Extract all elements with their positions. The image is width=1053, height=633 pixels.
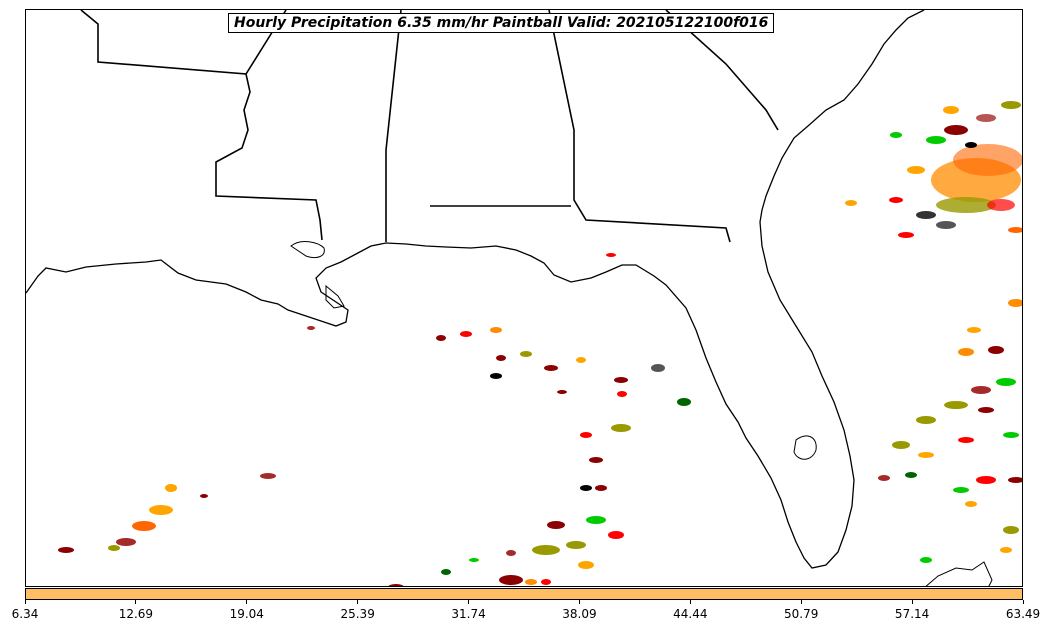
colorbar-tick-label: 6.34 (11, 607, 39, 621)
colorbar-tick-mark (689, 600, 691, 604)
colorbar-tick-mark (135, 600, 137, 604)
colorbar-tick-label: 25.39 (340, 607, 375, 621)
colorbar-tick-mark (24, 600, 26, 604)
gulf-coastline (26, 10, 925, 569)
colorbar-tick-label: 38.09 (562, 607, 597, 621)
colorbar-tick-label: 31.74 (451, 607, 486, 621)
colorbar-tick-mark (800, 600, 802, 604)
precipitation-paintballs (58, 101, 1022, 586)
colorbar-tick-mark (246, 600, 248, 604)
map-canvas (26, 10, 1022, 586)
state-borders (80, 10, 779, 243)
map-title: Hourly Precipitation 6.35 mm/hr Paintbal… (228, 13, 775, 33)
cuba-coast (925, 561, 993, 586)
colorbar-tick-label: 12.69 (118, 607, 154, 621)
mississippi-delta (290, 241, 345, 309)
colorbar-tick-mark (911, 600, 913, 604)
map-panel (25, 9, 1023, 587)
colorbar-tick-mark (357, 600, 359, 604)
lake-okeechobee (793, 435, 817, 460)
colorbar-tick-mark (578, 600, 580, 604)
colorbar-ticks: 6.34 12.69 19.04 25.39 31.74 38.09 44.44 50.79 5… (0, 600, 1053, 633)
colorbar-tick-mark (468, 600, 470, 604)
colorbar-tick-label: 57.14 (894, 607, 930, 621)
colorbar-tick-label: 19.04 (229, 607, 264, 621)
colorbar-tick-label: 63.49 (1005, 607, 1041, 621)
colorbar-tick-label: 50.79 (784, 607, 819, 621)
colorbar-tick-label: 44.44 (673, 607, 708, 621)
colorbar (25, 588, 1023, 600)
colorbar-tick-mark (1022, 600, 1024, 604)
